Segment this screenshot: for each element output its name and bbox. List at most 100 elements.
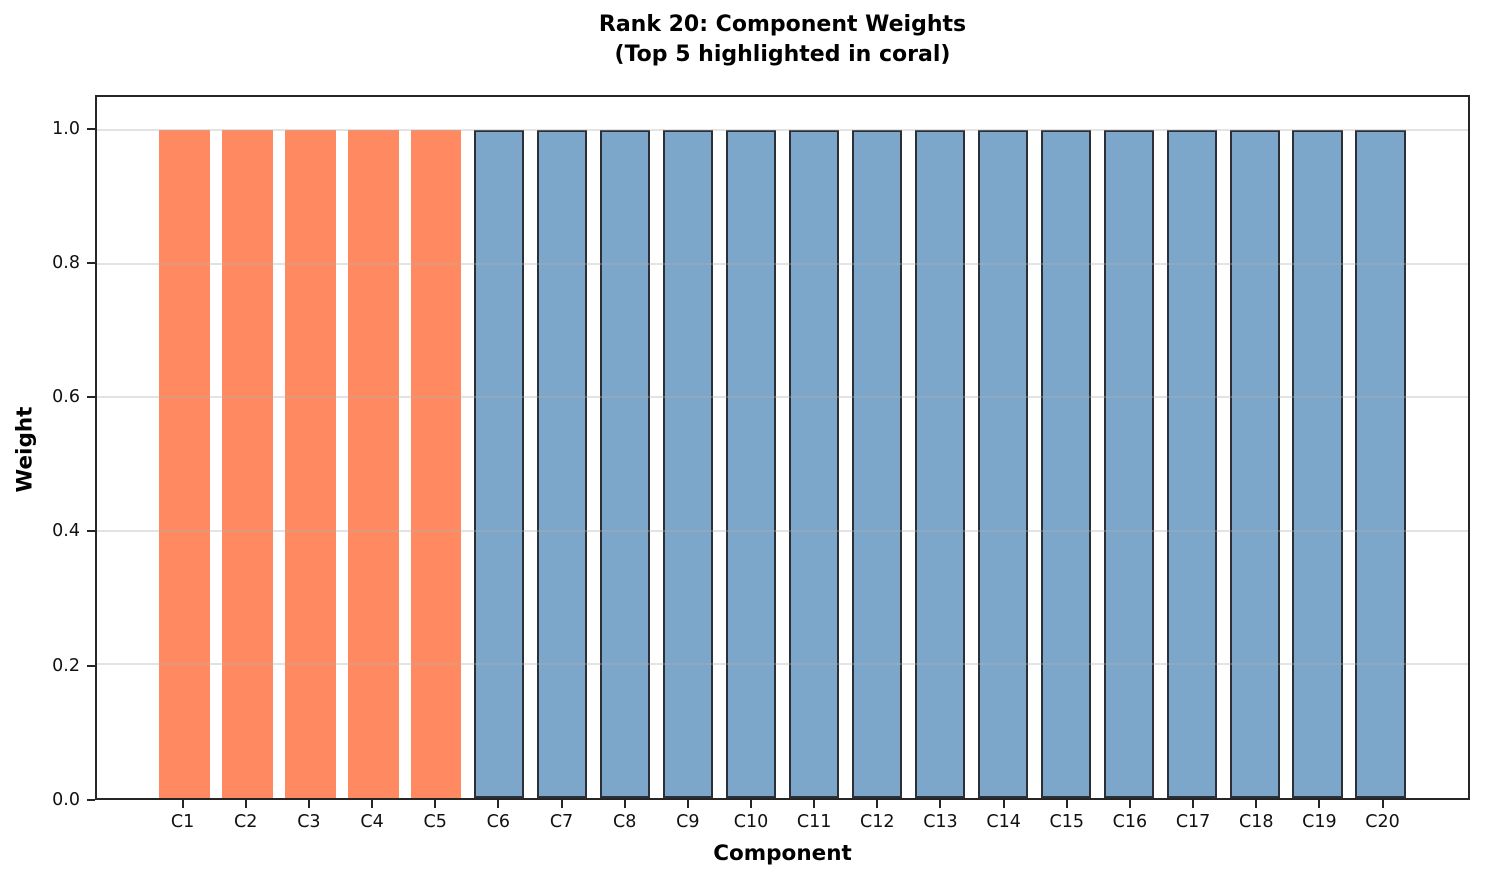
bar-slot [1223, 97, 1286, 798]
y-tick-mark [87, 261, 95, 264]
y-tick-label: 0.4 [52, 521, 80, 542]
plot-area [95, 95, 1470, 800]
bar-slot [908, 97, 971, 798]
bar-C4 [348, 130, 399, 798]
bar-slot [657, 97, 720, 798]
x-tick-label-C7: C7 [549, 812, 574, 832]
x-tick-label-C1: C1 [170, 812, 195, 832]
bars-container [97, 97, 1468, 798]
x-tick-cell: C14 [972, 800, 1035, 832]
x-tick-mark [1128, 800, 1131, 808]
x-tick-label-C13: C13 [923, 812, 958, 832]
x-tick-cell: C7 [530, 800, 593, 832]
x-tick-cell: C16 [1098, 800, 1161, 832]
bar-slot [216, 97, 279, 798]
x-tick-label-C15: C15 [1049, 812, 1085, 832]
x-tick-label-C3: C3 [297, 812, 321, 832]
x-tick-cell: C11 [783, 800, 846, 832]
x-tick-label-C14: C14 [986, 812, 1021, 832]
x-tick-cell: C13 [909, 800, 972, 832]
bar-slot [1034, 97, 1097, 798]
x-tick-mark [813, 800, 816, 808]
x-tick-cell: C12 [846, 800, 909, 832]
x-tick-cell: C8 [593, 800, 656, 832]
x-tick-cell: C3 [277, 800, 340, 832]
x-tick-mark [939, 800, 942, 808]
bar-C7 [537, 130, 588, 798]
bar-slot [971, 97, 1034, 798]
x-tick-cell: C20 [1351, 800, 1414, 832]
y-tick-label: 0.8 [52, 252, 80, 273]
x-tick-mark [749, 800, 752, 808]
x-tick-mark [181, 800, 184, 808]
bar-slot [1097, 97, 1160, 798]
bar-C9 [662, 130, 714, 798]
x-tick-mark [1381, 800, 1384, 808]
x-tick-mark [560, 800, 563, 808]
x-tick-label-C11: C11 [796, 812, 832, 832]
x-tick-mark [244, 800, 247, 808]
y-tick-mark [87, 664, 95, 667]
x-tick-cell: C9 [656, 800, 719, 832]
x-tick-mark [1002, 800, 1005, 808]
y-axis-ticks: 0.0 0.2 0.4 0.6 0.8 1.0 [0, 95, 95, 810]
bar-slot [1349, 97, 1412, 798]
bar-slot [531, 97, 594, 798]
y-tick-mark [87, 530, 95, 533]
bar-C14 [977, 130, 1029, 798]
bar-C10 [725, 130, 777, 798]
x-tick-mark [1192, 800, 1195, 808]
x-tick-cell: C4 [340, 800, 403, 832]
x-tick-mark [623, 800, 626, 808]
bar-C3 [285, 130, 336, 798]
x-tick-mark [434, 800, 437, 808]
bar-C16 [1103, 130, 1154, 798]
x-tick-label-C10: C10 [733, 812, 769, 832]
bar-slot [405, 97, 468, 798]
x-tick-cell: C17 [1162, 800, 1225, 832]
x-tick-label-C20: C20 [1365, 812, 1400, 832]
bar-C8 [599, 130, 651, 798]
x-tick-label-C18: C18 [1238, 812, 1274, 832]
y-tick-mark [87, 396, 95, 399]
x-axis-label: Component [713, 841, 852, 866]
y-tick-label: 0.2 [52, 655, 80, 676]
x-tick-label-C4: C4 [360, 812, 384, 832]
bar-C13 [914, 130, 966, 798]
bar-slot [468, 97, 531, 798]
bar-slot [594, 97, 657, 798]
x-axis-ticks: C1 C2 C3 C4 C5 C6 C7 C8 C9 C10 C11 C12 C13 C14 C15 C16 C… [95, 800, 1470, 832]
x-tick-mark [876, 800, 879, 808]
x-tick-cell: C5 [404, 800, 467, 832]
bar-C20 [1355, 130, 1406, 798]
x-tick-label-C6: C6 [486, 812, 511, 832]
bar-C11 [788, 130, 840, 798]
x-tick-label-C8: C8 [612, 812, 637, 832]
x-tick-label-C2: C2 [234, 812, 258, 832]
chart-title-line2: (Top 5 highlighted in coral) [614, 42, 951, 67]
x-tick-label-C16: C16 [1112, 812, 1148, 832]
x-tick-cell: C18 [1225, 800, 1288, 832]
x-tick-mark [1255, 800, 1258, 808]
bar-C17 [1166, 130, 1217, 798]
x-tick-label-C5: C5 [423, 812, 447, 832]
x-tick-cell: C6 [467, 800, 530, 832]
bar-C6 [474, 130, 525, 798]
x-tick-label-C9: C9 [676, 812, 700, 832]
x-tick-mark [497, 800, 500, 808]
bar-C12 [851, 130, 903, 798]
bar-C5 [411, 130, 462, 798]
x-tick-mark [371, 800, 374, 808]
chart-title-line1: Rank 20: Component Weights [598, 12, 967, 37]
bar-slot [342, 97, 405, 798]
bar-C2 [222, 130, 273, 798]
y-tick-mark [87, 799, 95, 801]
x-tick-cell: C10 [719, 800, 782, 832]
x-tick-cell: C15 [1035, 800, 1098, 832]
bar-C18 [1229, 130, 1280, 798]
bar-slot [1286, 97, 1349, 798]
chart-title: Rank 20: Component Weights (Top 5 highli… [95, 10, 1470, 70]
x-tick-mark [307, 800, 310, 808]
y-tick-label: 0.6 [52, 387, 80, 408]
